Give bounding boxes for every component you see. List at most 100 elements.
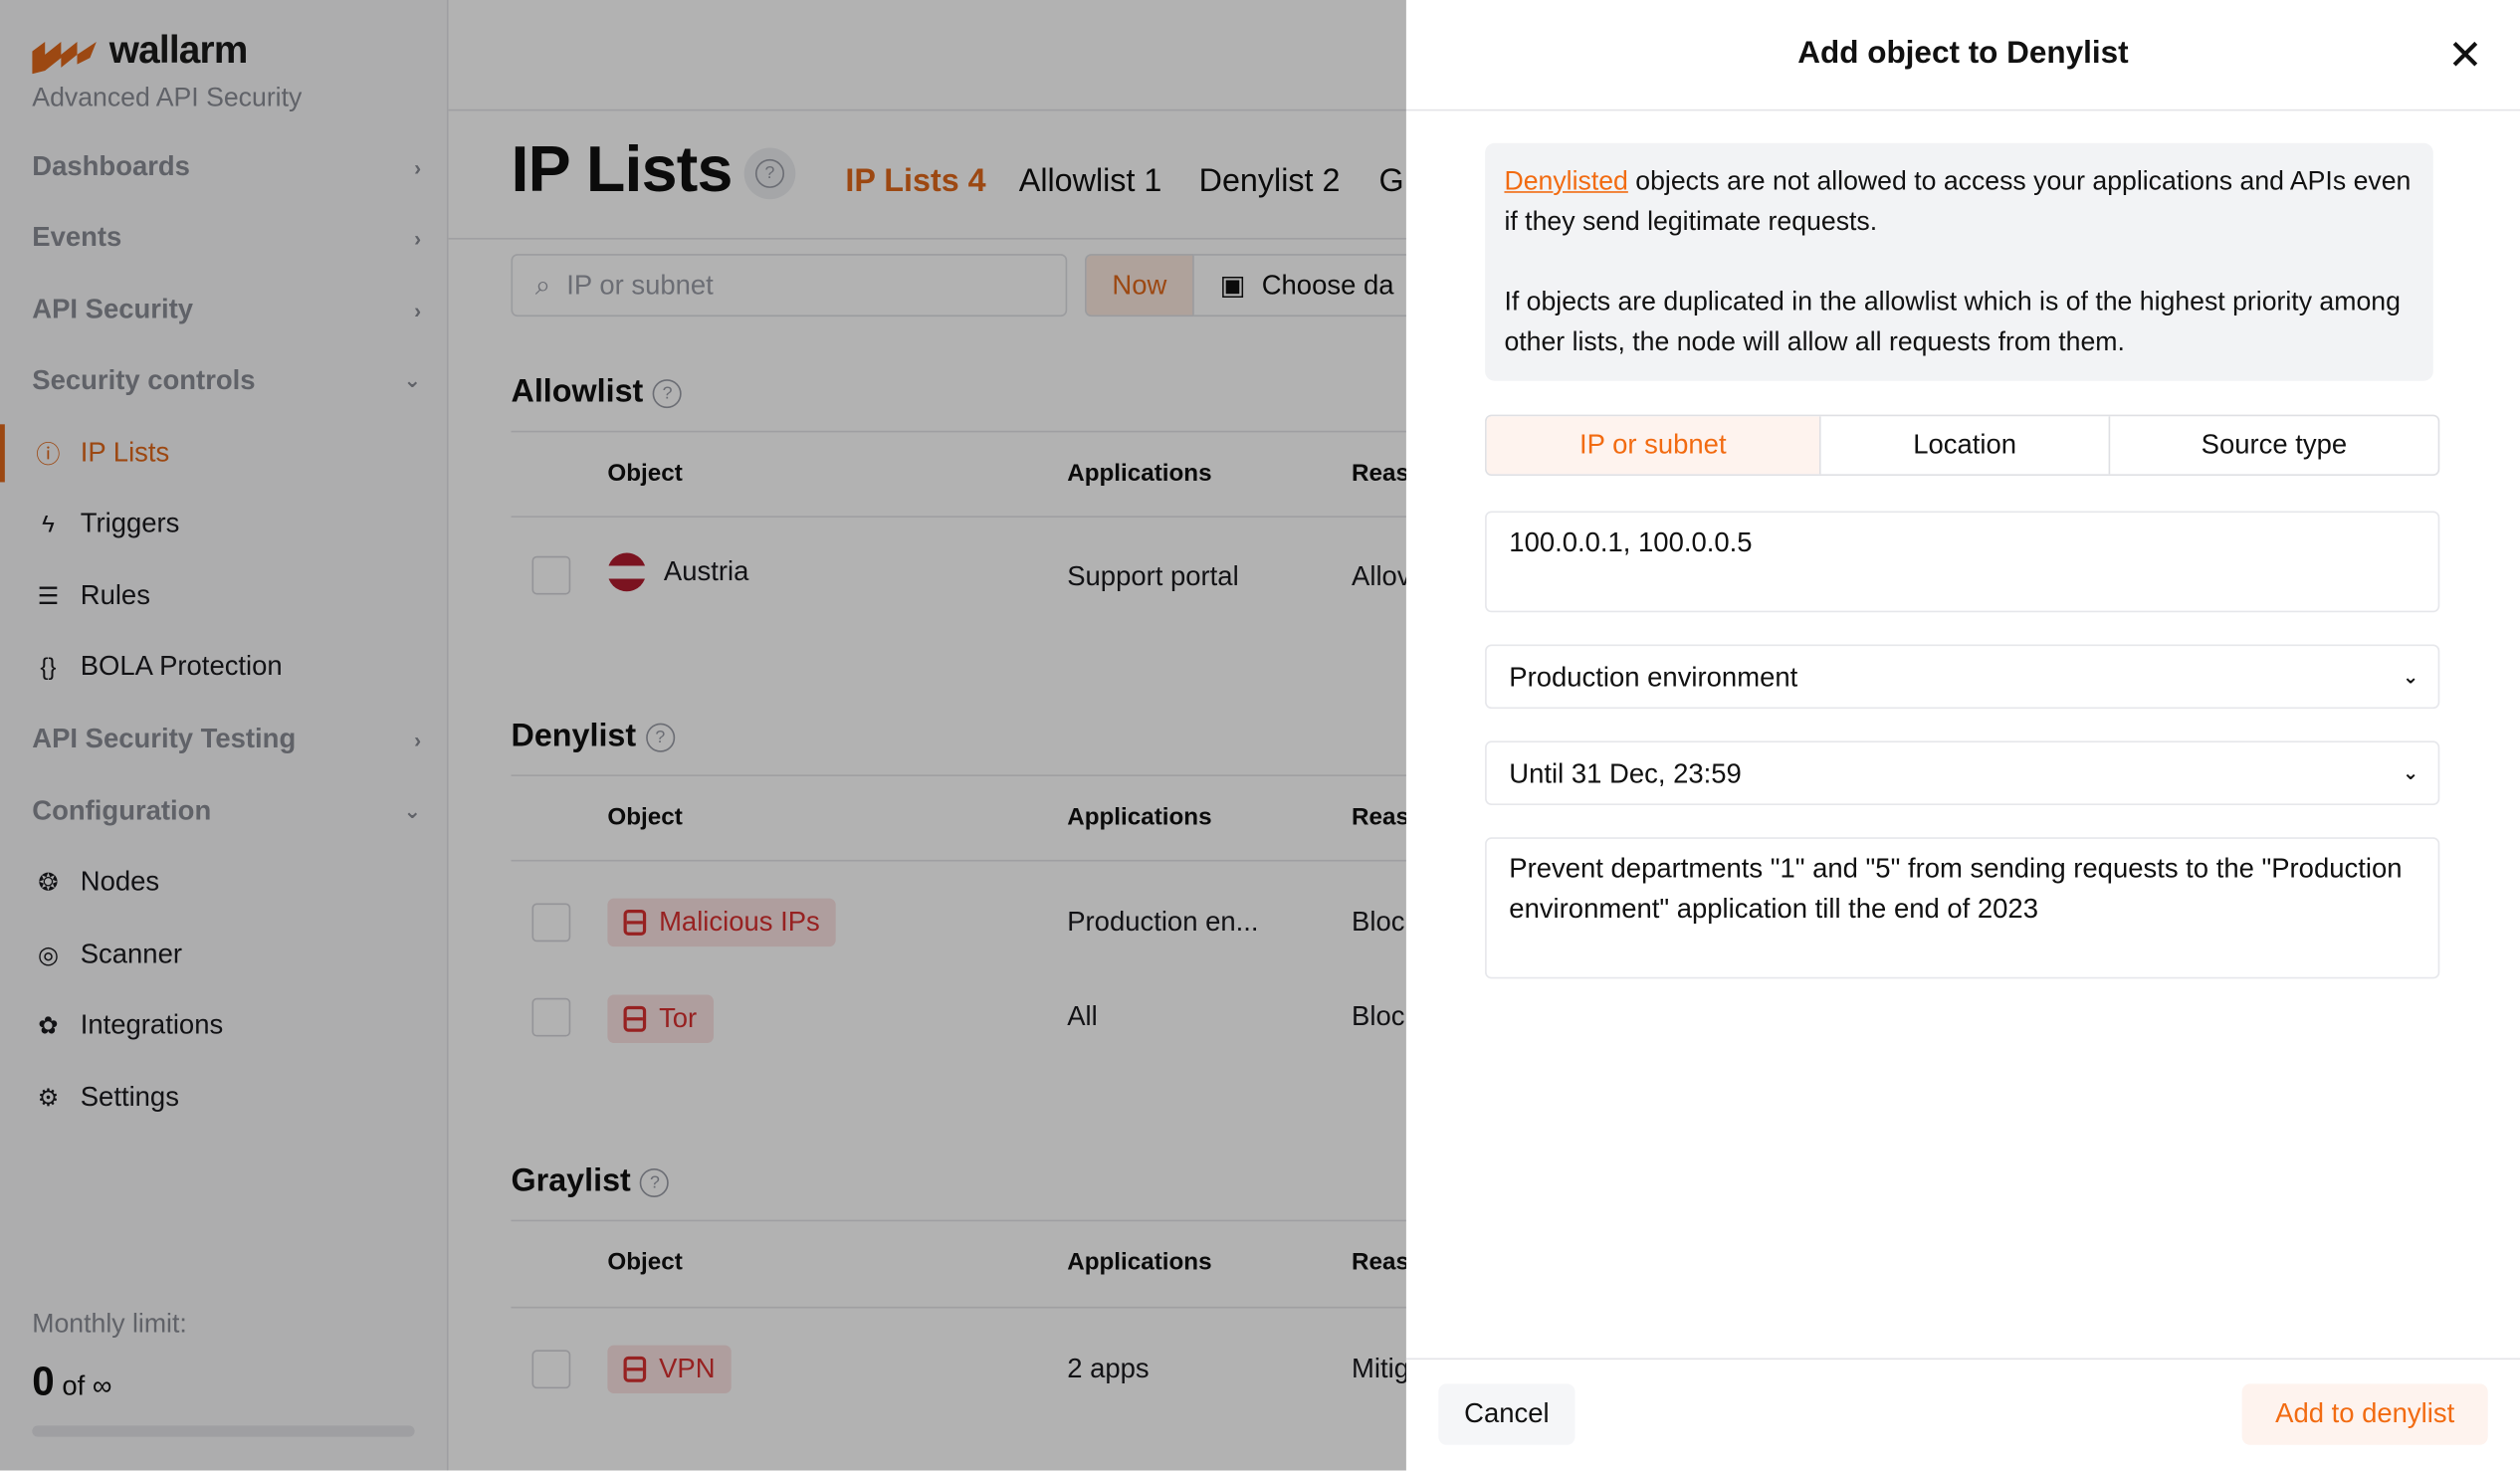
object-name: Austria: [663, 555, 749, 587]
page-title: IP Lists: [511, 134, 734, 206]
col-applications[interactable]: Applications: [1067, 803, 1212, 831]
add-to-denylist-button[interactable]: Add to denylist: [2241, 1383, 2488, 1445]
sidebar-item-label: Security controls: [32, 364, 256, 396]
tab-ip-lists[interactable]: IP Lists 4: [845, 163, 986, 200]
sidebar-item-scanner[interactable]: ◎ Scanner: [0, 923, 447, 987]
row-checkbox[interactable]: [531, 1350, 571, 1389]
applications: All: [1067, 1001, 1098, 1032]
monthly-limit-of: of ∞: [62, 1370, 112, 1402]
tab-allowlist[interactable]: Allowlist 1: [1018, 163, 1162, 200]
server-icon: [623, 909, 647, 936]
application-value: Production environment: [1509, 661, 1798, 693]
integrations-icon: ✿: [38, 1012, 59, 1040]
help-icon[interactable]: ?: [645, 723, 675, 752]
sidebar-item-security-controls[interactable]: Security controls ⌄: [0, 348, 447, 413]
source-tag: Tor: [607, 994, 714, 1044]
monthly-limit-progress: [32, 1425, 415, 1437]
reason: Allov: [1352, 560, 1411, 592]
duration-value: Until 31 Dec, 23:59: [1509, 757, 1742, 789]
help-icon[interactable]: ?: [743, 147, 796, 200]
help-icon[interactable]: ?: [652, 378, 683, 408]
col-object[interactable]: Object: [607, 803, 683, 831]
row-checkbox[interactable]: [531, 997, 571, 1037]
sidebar-item-api-security-testing[interactable]: API Security Testing ›: [0, 708, 447, 772]
monthly-limit-value: 0: [32, 1360, 55, 1405]
denylist-title: Denylist?: [512, 719, 675, 755]
row-checkbox[interactable]: [531, 903, 571, 943]
segment-location[interactable]: Location: [1821, 416, 2111, 475]
add-object-drawer: Add object to Denylist ✕ Denylisted obje…: [1405, 0, 2520, 1471]
col-applications[interactable]: Applications: [1067, 1248, 1212, 1277]
now-button[interactable]: Now: [1084, 254, 1194, 317]
application-select[interactable]: Production environment ⌄: [1485, 644, 2440, 710]
segment-ip-or-subnet[interactable]: IP or subnet: [1486, 416, 1821, 475]
info-text: objects are not allowed to access your a…: [1504, 166, 2412, 237]
sidebar-item-configuration[interactable]: Configuration ⌄: [0, 779, 447, 844]
sidebar-item-label: Scanner: [80, 939, 183, 969]
reason-textarea[interactable]: Prevent departments "1" and "5" from sen…: [1485, 837, 2440, 979]
chevron-down-icon: ⌄: [2403, 664, 2419, 688]
rules-list-icon: ☰: [37, 583, 60, 611]
chevron-right-icon: ›: [414, 154, 422, 180]
tab-graylist[interactable]: G: [1378, 163, 1404, 200]
col-reason[interactable]: Reas: [1352, 803, 1409, 831]
modal-backdrop[interactable]: [0, 0, 1406, 1471]
sidebar-item-nodes[interactable]: ❂ Nodes: [0, 850, 447, 915]
chevron-right-icon: ›: [414, 298, 422, 322]
sidebar-item-label: Configuration: [32, 795, 212, 827]
server-icon: [623, 1356, 647, 1382]
scanner-icon: ◎: [37, 942, 60, 969]
applications: Support portal: [1067, 560, 1239, 592]
drawer-title: Add object to Denylist: [1797, 35, 2129, 72]
chevron-down-icon: ⌄: [403, 798, 422, 823]
reason: Bloc: [1352, 1001, 1405, 1032]
col-reason[interactable]: Reas: [1352, 459, 1409, 488]
sidebar-item-api-security[interactable]: API Security ›: [0, 278, 447, 342]
chevron-right-icon: ›: [414, 727, 422, 751]
segment-source-type[interactable]: Source type: [2201, 429, 2348, 460]
row-checkbox[interactable]: [531, 555, 571, 595]
object-type-selector: IP or subnet Location Source type: [1485, 414, 2440, 476]
source-tag: VPN: [607, 1345, 732, 1394]
sidebar-item-label: API Security: [32, 294, 194, 325]
search-input[interactable]: ⌕ IP or subnet: [511, 254, 1068, 317]
ip-input[interactable]: 100.0.0.1, 100.0.0.5: [1485, 511, 2440, 613]
reason: Mitig: [1352, 1353, 1410, 1384]
col-applications[interactable]: Applications: [1067, 459, 1212, 488]
sidebar-item-label: Nodes: [80, 866, 160, 898]
help-icon[interactable]: ?: [640, 1167, 670, 1197]
source-tag: Malicious IPs: [607, 898, 836, 947]
sidebar-item-ip-lists[interactable]: ⓘ IP Lists: [0, 421, 447, 486]
choose-date-button[interactable]: ▣ Choose da: [1193, 254, 1419, 317]
sidebar-item-label: API Security Testing: [32, 723, 297, 754]
sidebar-item-dashboards[interactable]: Dashboards ›: [0, 135, 447, 200]
cancel-button[interactable]: Cancel: [1438, 1383, 1575, 1445]
sidebar-item-triggers[interactable]: ϟ Triggers: [0, 492, 447, 556]
lightning-icon: ϟ: [42, 510, 55, 538]
server-icon: [623, 1005, 647, 1032]
info-box: Denylisted objects are not allowed to ac…: [1485, 142, 2433, 381]
col-object[interactable]: Object: [607, 1248, 683, 1277]
graylist-title: Graylist?: [512, 1163, 670, 1200]
tab-denylist[interactable]: Denylist 2: [1198, 163, 1341, 200]
sidebar-item-rules[interactable]: ☰ Rules: [0, 564, 447, 629]
nodes-icon: ❂: [38, 869, 59, 898]
brand-subtitle: Advanced API Security: [32, 83, 303, 113]
duration-select[interactable]: Until 31 Dec, 23:59 ⌄: [1485, 740, 2440, 806]
calendar-icon: ▣: [1219, 269, 1246, 301]
sidebar-item-label: Triggers: [80, 508, 180, 538]
col-object[interactable]: Object: [607, 459, 683, 488]
sidebar-item-settings[interactable]: ⚙ Settings: [0, 1066, 447, 1131]
denylisted-link[interactable]: Denylisted: [1504, 166, 1628, 197]
chevron-down-icon: ⌄: [403, 367, 422, 393]
col-reason[interactable]: Reas: [1352, 1248, 1409, 1277]
sidebar-item-bola-protection[interactable]: {} BOLA Protection: [0, 635, 447, 700]
austria-flag-icon: [607, 552, 647, 592]
sidebar-item-label: IP Lists: [80, 437, 170, 468]
reason: Bloc: [1352, 906, 1405, 938]
sidebar: wallarm Advanced API Security Dashboards…: [0, 0, 449, 1471]
sidebar-item-label: Integrations: [80, 1009, 224, 1040]
sidebar-item-events[interactable]: Events ›: [0, 206, 447, 271]
close-icon[interactable]: ✕: [2447, 30, 2483, 80]
sidebar-item-integrations[interactable]: ✿ Integrations: [0, 993, 447, 1058]
